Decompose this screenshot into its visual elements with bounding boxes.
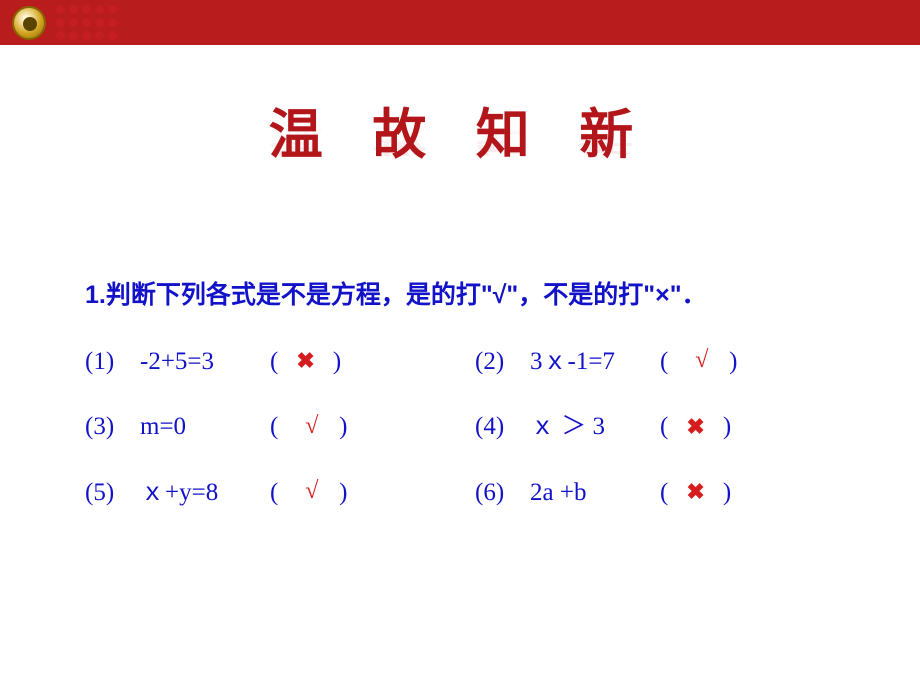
item-expression: m=0 <box>140 403 270 451</box>
check-icon: √ <box>301 404 323 450</box>
answer-paren: ( ✖ ) <box>270 338 341 386</box>
list-item: (2) 3ｘ-1=7 ( √ ) <box>475 338 835 386</box>
list-item: (1) -2+5=3 ( ✖ ) <box>85 338 445 386</box>
header-bar <box>0 0 920 45</box>
item-expression: 3ｘ-1=7 <box>530 338 660 386</box>
list-item: (3) m=0 ( √ ) <box>85 403 445 451</box>
item-number: (3) <box>85 403 140 451</box>
answer-paren: ( √ ) <box>270 403 347 451</box>
answer-paren: ( ✖ ) <box>660 403 731 451</box>
cross-icon: ✖ <box>685 471 707 513</box>
list-item: (5) ｘ+y=8 ( √ ) <box>85 469 445 517</box>
check-icon: √ <box>691 338 713 384</box>
answer-paren: ( ✖ ) <box>660 469 731 517</box>
item-expression: ｘ ＞ 3 <box>530 403 660 451</box>
answer-paren: ( √ ) <box>270 469 347 517</box>
item-number: (4) <box>475 403 530 451</box>
cross-icon: ✖ <box>295 340 317 382</box>
question-text: 1.判断下列各式是不是方程，是的打"√"，不是的打"×"． <box>85 272 835 320</box>
title-reflection: 温 故 知 新 <box>0 122 920 165</box>
item-number: (2) <box>475 338 530 386</box>
dot-grid-icon <box>56 5 118 41</box>
item-number: (6) <box>475 469 530 517</box>
list-item: (4) ｘ ＞ 3 ( ✖ ) <box>475 403 835 451</box>
list-item: (6) 2a +b ( ✖ ) <box>475 469 835 517</box>
item-number: (1) <box>85 338 140 386</box>
logo-icon <box>12 6 46 40</box>
content-area: 1.判断下列各式是不是方程，是的打"√"，不是的打"×"． (1) -2+5=3… <box>85 272 835 516</box>
items-grid: (1) -2+5=3 ( ✖ ) (2) 3ｘ-1=7 ( √ ) (3) m=… <box>85 338 835 517</box>
logo-area <box>12 5 118 41</box>
title-wrap: 温 故 知 新 温 故 知 新 <box>0 90 920 244</box>
cross-icon: ✖ <box>685 406 707 448</box>
item-expression: 2a +b <box>530 469 660 517</box>
check-icon: √ <box>301 469 323 515</box>
item-expression: -2+5=3 <box>140 338 270 386</box>
answer-paren: ( √ ) <box>660 338 737 386</box>
item-expression: ｘ+y=8 <box>140 469 270 517</box>
item-number: (5) <box>85 469 140 517</box>
